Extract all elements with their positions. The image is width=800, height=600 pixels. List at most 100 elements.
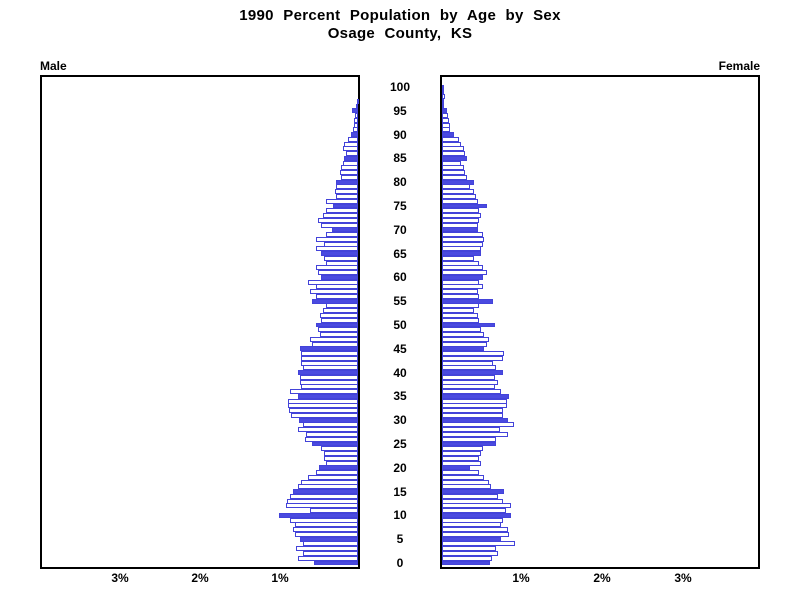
age-tick-label-95: 95 [393,103,407,118]
male-bar-age-26 [305,436,358,442]
female-panel-label: Female [718,59,760,73]
female-bar-age-89 [442,136,459,142]
male-bar-age-90 [350,132,358,138]
male-bar-age-0 [314,560,358,566]
female-bar-age-50 [442,322,495,328]
male-bar-age-87 [342,146,358,152]
female-bar-age-3 [442,546,497,552]
female-bar-age-53 [442,308,475,314]
male-pct-tick-2: 2% [191,571,209,585]
female-bar-age-4 [442,541,515,547]
male-bar-age-28 [298,427,358,433]
male-bar-age-41 [302,365,358,371]
male-bar-age-8 [294,522,358,528]
female-bar-age-0 [442,560,490,566]
female-bar-age-59 [442,279,480,285]
female-bar-age-43 [442,355,503,361]
male-bar-age-83 [341,165,358,171]
female-bar-age-22 [442,455,480,461]
female-bar-age-92 [442,122,451,128]
male-bar-age-73 [322,213,358,218]
female-bar-age-31 [442,412,503,418]
male-bar-age-71 [321,222,358,228]
male-bar-age-63 [326,260,358,266]
female-bar-age-61 [442,270,488,276]
female-bar-age-14 [442,493,498,499]
female-bar-age-37 [442,384,496,390]
male-bar-age-25 [311,441,358,447]
female-bar-age-45 [442,346,485,352]
male-bar-age-79 [336,184,358,190]
male-bar-age-95 [351,108,358,114]
female-bar-age-55 [442,298,494,304]
male-bar-age-19 [316,470,358,476]
female-bar-age-48 [442,332,485,337]
male-bar-age-30 [298,417,358,423]
chart-title-line1: 1990 Percent Population by Age by Sex [239,7,561,24]
male-bar-age-97 [357,98,360,104]
female-bar-age-2 [442,551,498,556]
male-bar-age-4 [302,541,358,547]
male-bar-age-17 [301,479,358,485]
female-bar-age-39 [442,374,495,380]
female-bar-age-69 [442,232,483,238]
male-bar-age-42 [301,360,358,366]
male-bar-age-5 [299,536,358,542]
male-bar-age-60 [321,274,358,280]
male-bar-age-7 [293,527,358,533]
male-bar-age-2 [302,551,358,556]
male-bar-age-56 [316,293,358,299]
age-tick-label-10: 10 [393,508,407,523]
female-bar-age-54 [442,303,480,309]
male-bar-age-89 [347,136,358,142]
female-bar-age-24 [442,446,483,452]
age-tick-label-45: 45 [393,341,407,356]
female-bar-age-99 [442,89,444,95]
female-bar-age-87 [442,146,464,152]
male-bar-age-75 [333,203,358,209]
female-bar-age-18 [442,474,485,480]
female-bar-age-19 [442,470,480,476]
male-bar-age-49 [318,327,358,333]
age-tick-label-75: 75 [393,199,407,213]
female-bar-age-49 [442,327,481,333]
male-bar-age-55 [311,298,358,304]
male-bar-age-29 [302,422,358,428]
female-bar-age-84 [442,160,461,166]
age-tick-label-25: 25 [393,437,407,451]
male-bar-age-1 [298,555,358,561]
female-bar-age-98 [442,94,446,99]
female-bar-age-47 [442,336,489,342]
male-bar-age-66 [316,246,358,252]
female-bar-age-44 [442,351,505,357]
male-bar-age-65 [321,251,358,257]
female-bar-age-15 [442,489,505,495]
male-bar-age-43 [301,355,358,361]
female-bar-age-70 [442,227,478,233]
female-bar-age-91 [442,127,451,133]
age-tick-label-60: 60 [393,270,407,285]
male-bar-age-92 [354,122,358,128]
male-bar-age-6 [294,531,358,537]
male-bar-age-9 [290,517,358,523]
male-bar-age-51 [321,317,358,323]
male-bar-age-21 [326,460,358,466]
male-bar-age-72 [318,217,358,223]
male-bar-age-48 [319,332,358,337]
female-bar-age-56 [442,293,480,299]
female-bar-age-76 [442,198,478,204]
male-bar-age-27 [306,432,358,437]
female-bar-age-77 [442,194,477,199]
male-bar-age-31 [290,412,358,418]
male-bar-age-80 [336,179,358,185]
female-bar-age-12 [442,503,511,509]
age-tick-label-85: 85 [393,151,407,166]
male-bar-age-70 [331,227,358,233]
age-tick-label-100: 100 [389,80,411,94]
female-pct-tick-2: 2% [593,571,611,585]
female-bar-age-26 [442,436,497,442]
female-bar-age-65 [442,251,481,257]
male-bar-age-46 [311,341,358,347]
age-tick-label-30: 30 [393,413,407,428]
male-bar-age-36 [290,389,358,395]
